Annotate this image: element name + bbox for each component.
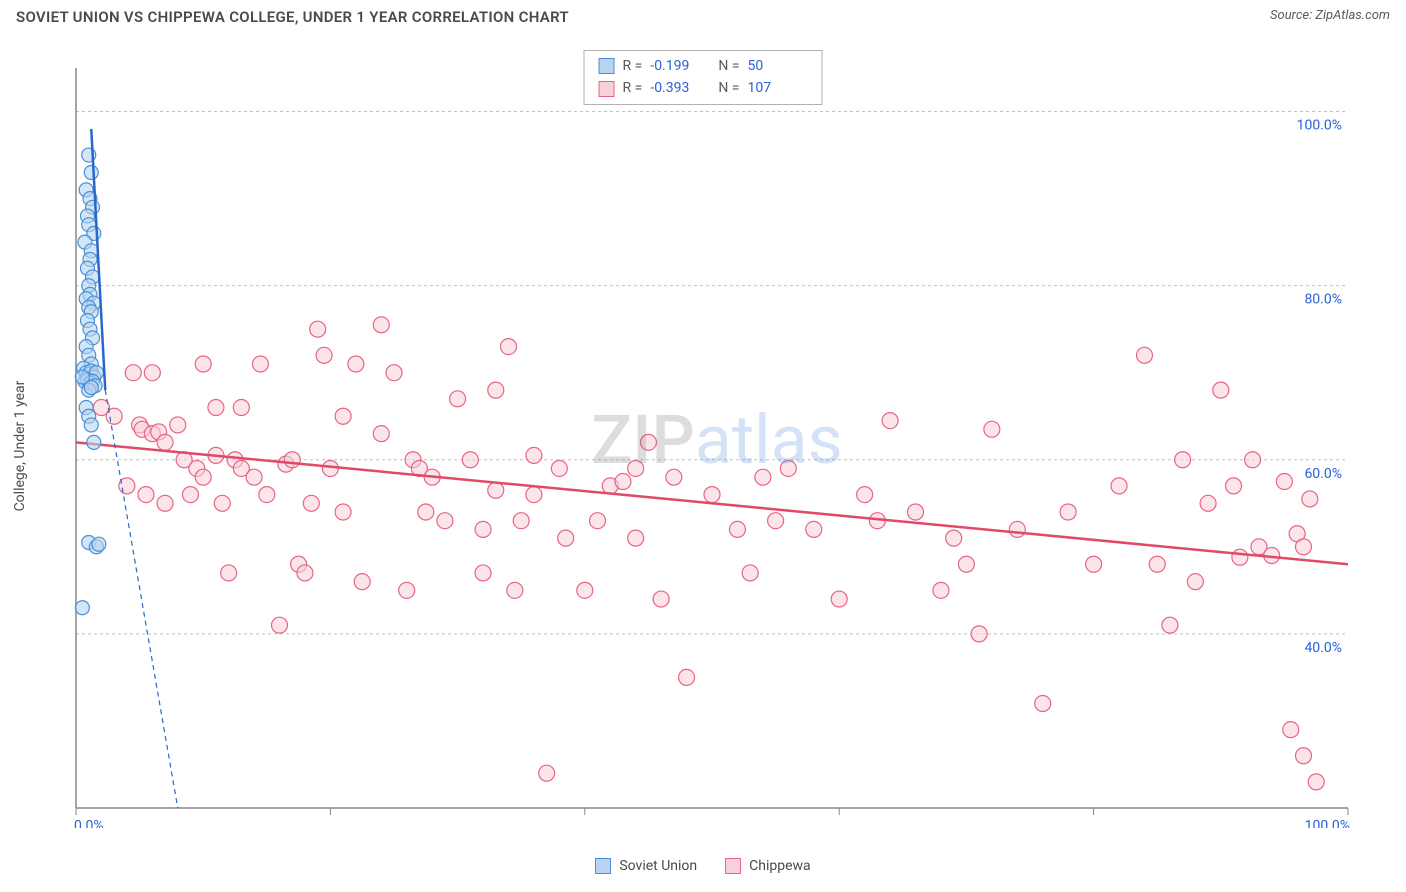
legend-label-0: Soviet Union: [619, 858, 697, 874]
corr-swatch-0: [599, 58, 615, 74]
corr-n-val-0: 50: [747, 55, 797, 77]
corr-r-val-1: -0.393: [650, 77, 700, 99]
svg-text:0.0%: 0.0%: [74, 818, 104, 828]
legend-label-1: Chippewa: [749, 858, 811, 874]
y-axis-label: College, Under 1 year: [12, 381, 28, 512]
corr-r-val-0: -0.199: [650, 55, 700, 77]
corr-row-0: R = -0.199 N = 50: [599, 55, 808, 77]
legend-bottom: Soviet Union Chippewa: [0, 858, 1406, 874]
chart-header: SOVIET UNION VS CHIPPEWA COLLEGE, UNDER …: [0, 0, 1406, 30]
corr-swatch-1: [599, 81, 615, 97]
svg-text:80.0%: 80.0%: [1304, 292, 1342, 308]
legend-item-1: Chippewa: [725, 858, 811, 874]
corr-n-label-1: N =: [718, 77, 739, 99]
svg-text:100.0%: 100.0%: [1297, 118, 1342, 134]
chart-container: 40.0%60.0%80.0%100.0%0.0%100.0% ZIPatlas: [48, 48, 1386, 832]
svg-text:100.0%: 100.0%: [1305, 818, 1350, 828]
svg-text:60.0%: 60.0%: [1304, 466, 1342, 482]
corr-r-label-0: R =: [623, 55, 643, 77]
scatter-chart: 40.0% 60.0% 80.0% 100.0% 0.0% 100.0%: [48, 48, 1368, 828]
corr-row-1: R = -0.393 N = 107: [599, 77, 808, 99]
correlation-box: R = -0.199 N = 50 R = -0.393 N = 107: [584, 50, 823, 105]
corr-n-label-0: N =: [718, 55, 739, 77]
chart-source: Source: ZipAtlas.com: [1270, 8, 1390, 23]
corr-n-val-1: 107: [747, 77, 797, 99]
legend-swatch-0: [595, 858, 611, 874]
svg-text:40.0%: 40.0%: [1304, 640, 1342, 656]
chart-title: SOVIET UNION VS CHIPPEWA COLLEGE, UNDER …: [16, 8, 569, 26]
legend-swatch-1: [725, 858, 741, 874]
corr-r-label-1: R =: [623, 77, 643, 99]
legend-item-0: Soviet Union: [595, 858, 697, 874]
